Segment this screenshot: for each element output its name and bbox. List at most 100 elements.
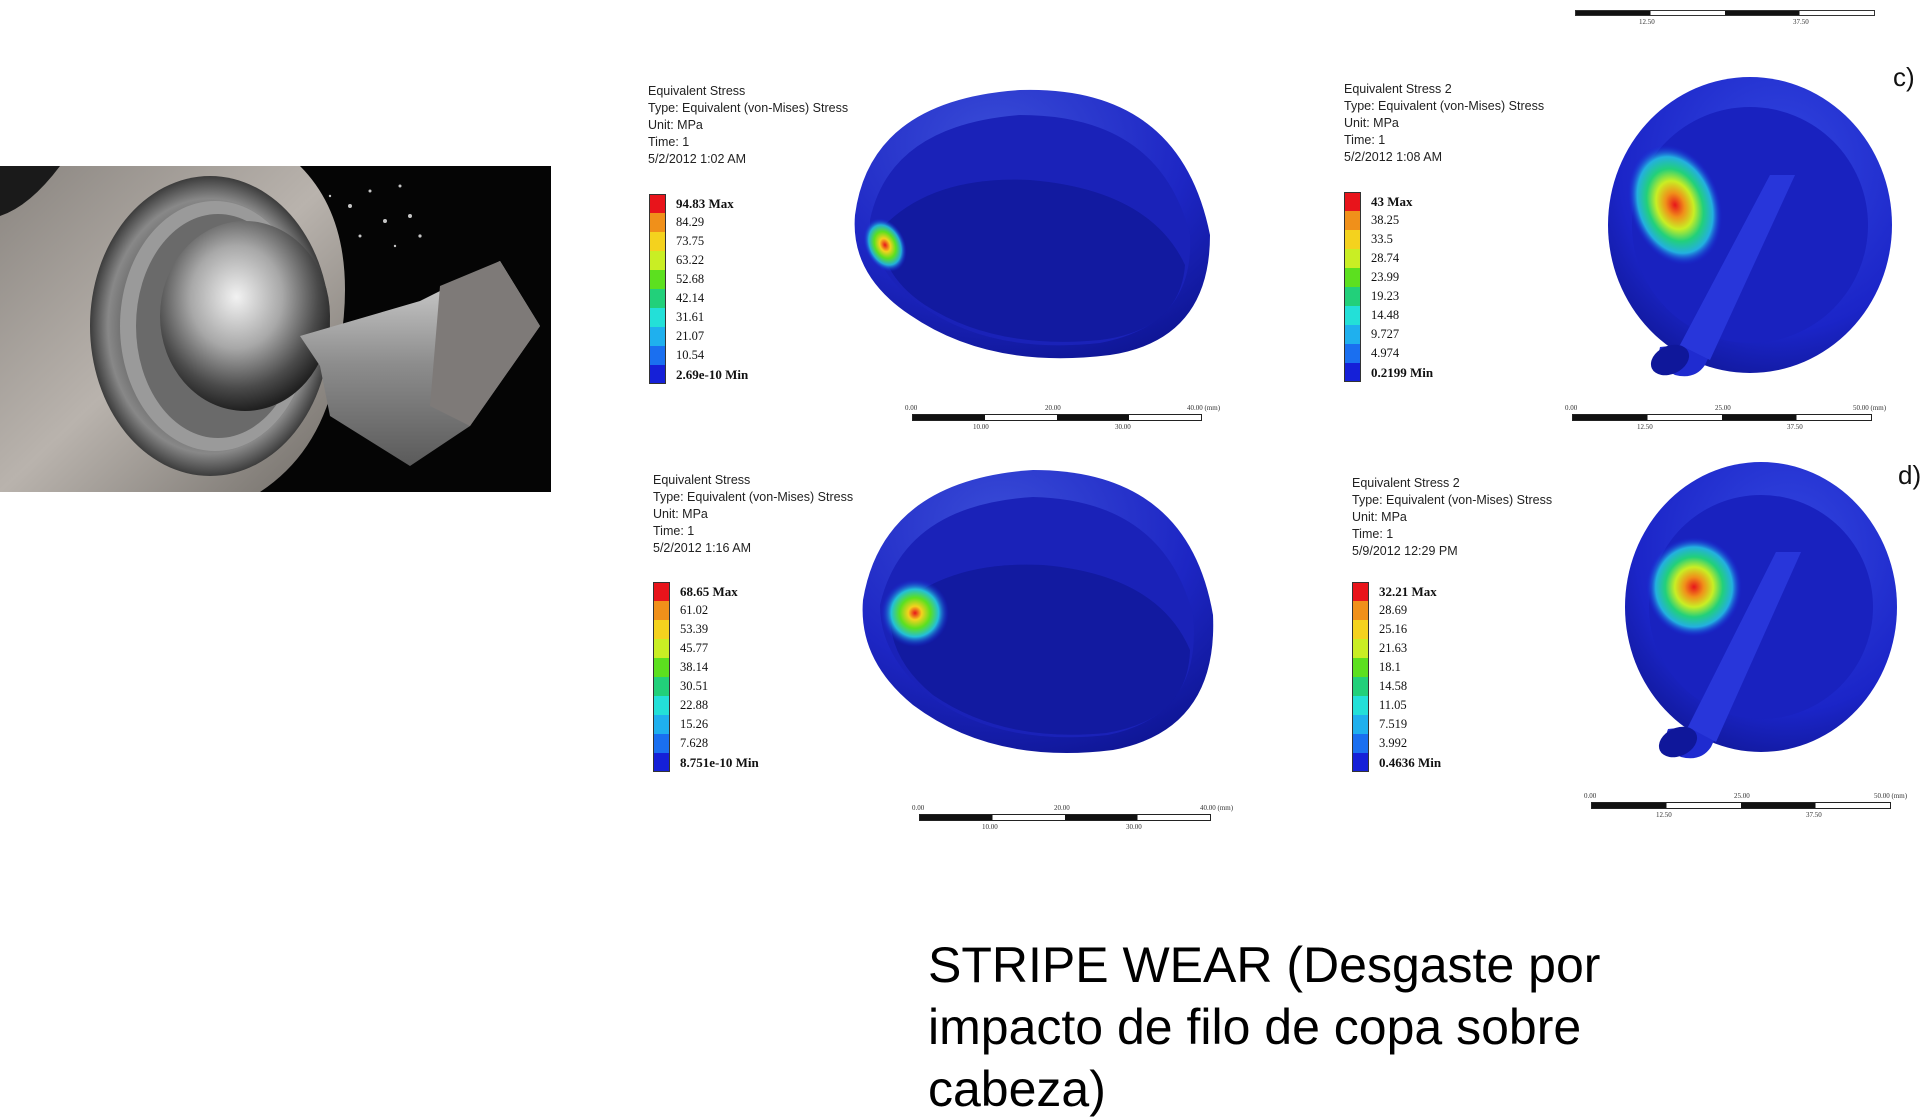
legend-value: 11.05 [1379, 698, 1407, 712]
legend-value: 68.65 Max [680, 583, 738, 599]
legend-row: 31.61 [649, 308, 748, 327]
panel-c-unit: Unit: MPa [1344, 116, 1399, 130]
panel-d-sphere-with-stem [1616, 457, 1916, 777]
panel-c-scale-bar: 0.00 25.00 50.00 (mm) 12.50 37.50 [1565, 404, 1905, 434]
panel-a-title: Equivalent Stress [648, 84, 746, 98]
top-scale-bar: 12.50 37.50 [1575, 0, 1885, 32]
panel-b-hemisphere [858, 465, 1223, 760]
legend-value: 8.751e-10 Min [680, 754, 759, 770]
panel-a-time: Time: 1 [648, 135, 690, 149]
panel-a-scale-graphic [912, 414, 1202, 421]
legend-swatch [1344, 230, 1361, 249]
legend-value: 33.5 [1371, 232, 1393, 246]
panel-c-sphere-with-stem [1600, 75, 1900, 395]
legend-swatch [1352, 734, 1369, 753]
legend-swatch [1352, 715, 1369, 734]
legend-row: 30.51 [653, 677, 759, 696]
panel-b-unit: Unit: MPa [653, 507, 708, 521]
legend-swatch [1344, 306, 1361, 325]
legend-row: 32.21 Max [1352, 582, 1441, 601]
panel-a-scale-40: 40.00 (mm) [1187, 404, 1221, 412]
legend-value: 53.39 [680, 622, 709, 636]
panel-d-date: 5/9/2012 12:29 PM [1352, 544, 1458, 558]
legend-swatch [1344, 192, 1361, 211]
legend-value: 9.727 [1371, 327, 1400, 341]
legend-row: 61.02 [653, 601, 759, 620]
legend-value: 73.75 [676, 234, 705, 248]
legend-swatch [649, 365, 666, 384]
panel-d-time: Time: 1 [1352, 527, 1394, 541]
legend-row: 28.69 [1352, 601, 1441, 620]
panel-d-scale-37-5: 37.50 [1806, 811, 1822, 819]
legend-row: 45.77 [653, 639, 759, 658]
panel-d-scale-12-5: 12.50 [1656, 811, 1672, 819]
legend-swatch [1352, 601, 1369, 620]
legend-value: 14.48 [1371, 308, 1400, 322]
legend-row: 33.5 [1344, 230, 1433, 249]
panel-d-title: Equivalent Stress 2 [1352, 476, 1460, 490]
legend-value: 38.14 [680, 660, 709, 674]
legend-value: 84.29 [676, 215, 705, 229]
legend-swatch [649, 270, 666, 289]
panel-c-info: Equivalent Stress 2 Type: Equivalent (vo… [1344, 81, 1544, 166]
panel-d-info: Equivalent Stress 2 Type: Equivalent (vo… [1352, 475, 1552, 560]
prosthesis-photo [0, 166, 551, 492]
legend-value: 61.02 [680, 603, 709, 617]
legend-row: 15.26 [653, 715, 759, 734]
legend-value: 22.88 [680, 698, 709, 712]
legend-row: 7.519 [1352, 715, 1441, 734]
panel-c-scale-0: 0.00 [1565, 404, 1578, 412]
legend-swatch [649, 194, 666, 213]
legend-value: 42.14 [676, 291, 705, 305]
panel-b-scale-10: 10.00 [982, 823, 998, 831]
legend-swatch [1352, 639, 1369, 658]
legend-value: 3.992 [1379, 736, 1408, 750]
legend-row: 23.99 [1344, 268, 1433, 287]
legend-swatch [1344, 211, 1361, 230]
legend-value: 15.26 [680, 717, 709, 731]
legend-swatch [653, 582, 670, 601]
legend-value: 31.61 [676, 310, 705, 324]
panel-b-scale-bar: 0.00 20.00 40.00 (mm) 10.00 30.00 [912, 804, 1252, 834]
panel-b-time: Time: 1 [653, 524, 695, 538]
legend-value: 28.74 [1371, 251, 1400, 265]
legend-value: 43 Max [1371, 193, 1413, 209]
legend-swatch [1352, 753, 1369, 772]
panel-c-legend: 43 Max 38.25 33.5 28.74 23.99 19.23 14.48 9.727… [1344, 192, 1433, 382]
legend-value: 7.628 [680, 736, 709, 750]
legend-swatch [649, 289, 666, 308]
legend-swatch [653, 620, 670, 639]
legend-value: 30.51 [680, 679, 709, 693]
legend-swatch [649, 213, 666, 232]
panel-a-info: Equivalent Stress Type: Equivalent (von-… [648, 83, 848, 168]
legend-row: 73.75 [649, 232, 748, 251]
legend-row: 0.4636 Min [1352, 753, 1441, 772]
panel-a-scale-bar: 0.00 20.00 40.00 (mm) 10.00 30.00 [905, 404, 1235, 434]
panel-c-scale-25: 25.00 [1715, 404, 1731, 412]
panel-a-legend: 94.83 Max 84.29 73.75 63.22 52.68 42.14 31.61 2… [649, 194, 748, 384]
panel-d-scale-bar: 0.00 25.00 50.00 (mm) 12.50 37.50 [1584, 792, 1920, 822]
legend-value: 21.63 [1379, 641, 1408, 655]
panel-a-scale-30: 30.00 [1115, 423, 1131, 431]
legend-swatch [649, 251, 666, 270]
legend-swatch [649, 308, 666, 327]
legend-swatch [1352, 620, 1369, 639]
legend-row: 14.48 [1344, 306, 1433, 325]
legend-value: 14.58 [1379, 679, 1408, 693]
legend-row: 7.628 [653, 734, 759, 753]
legend-value: 25.16 [1379, 622, 1408, 636]
legend-row: 68.65 Max [653, 582, 759, 601]
legend-swatch [1344, 249, 1361, 268]
panel-b-scale-20: 20.00 [1054, 804, 1070, 812]
panel-a-scale-0: 0.00 [905, 404, 918, 412]
legend-row: 43 Max [1344, 192, 1433, 211]
legend-value: 4.974 [1371, 346, 1400, 360]
legend-swatch [653, 658, 670, 677]
legend-row: 0.2199 Min [1344, 363, 1433, 382]
panel-b-scale-30: 30.00 [1126, 823, 1142, 831]
legend-swatch [1352, 696, 1369, 715]
legend-value: 32.21 Max [1379, 583, 1437, 599]
legend-row: 52.68 [649, 270, 748, 289]
legend-row: 4.974 [1344, 344, 1433, 363]
legend-swatch [653, 696, 670, 715]
